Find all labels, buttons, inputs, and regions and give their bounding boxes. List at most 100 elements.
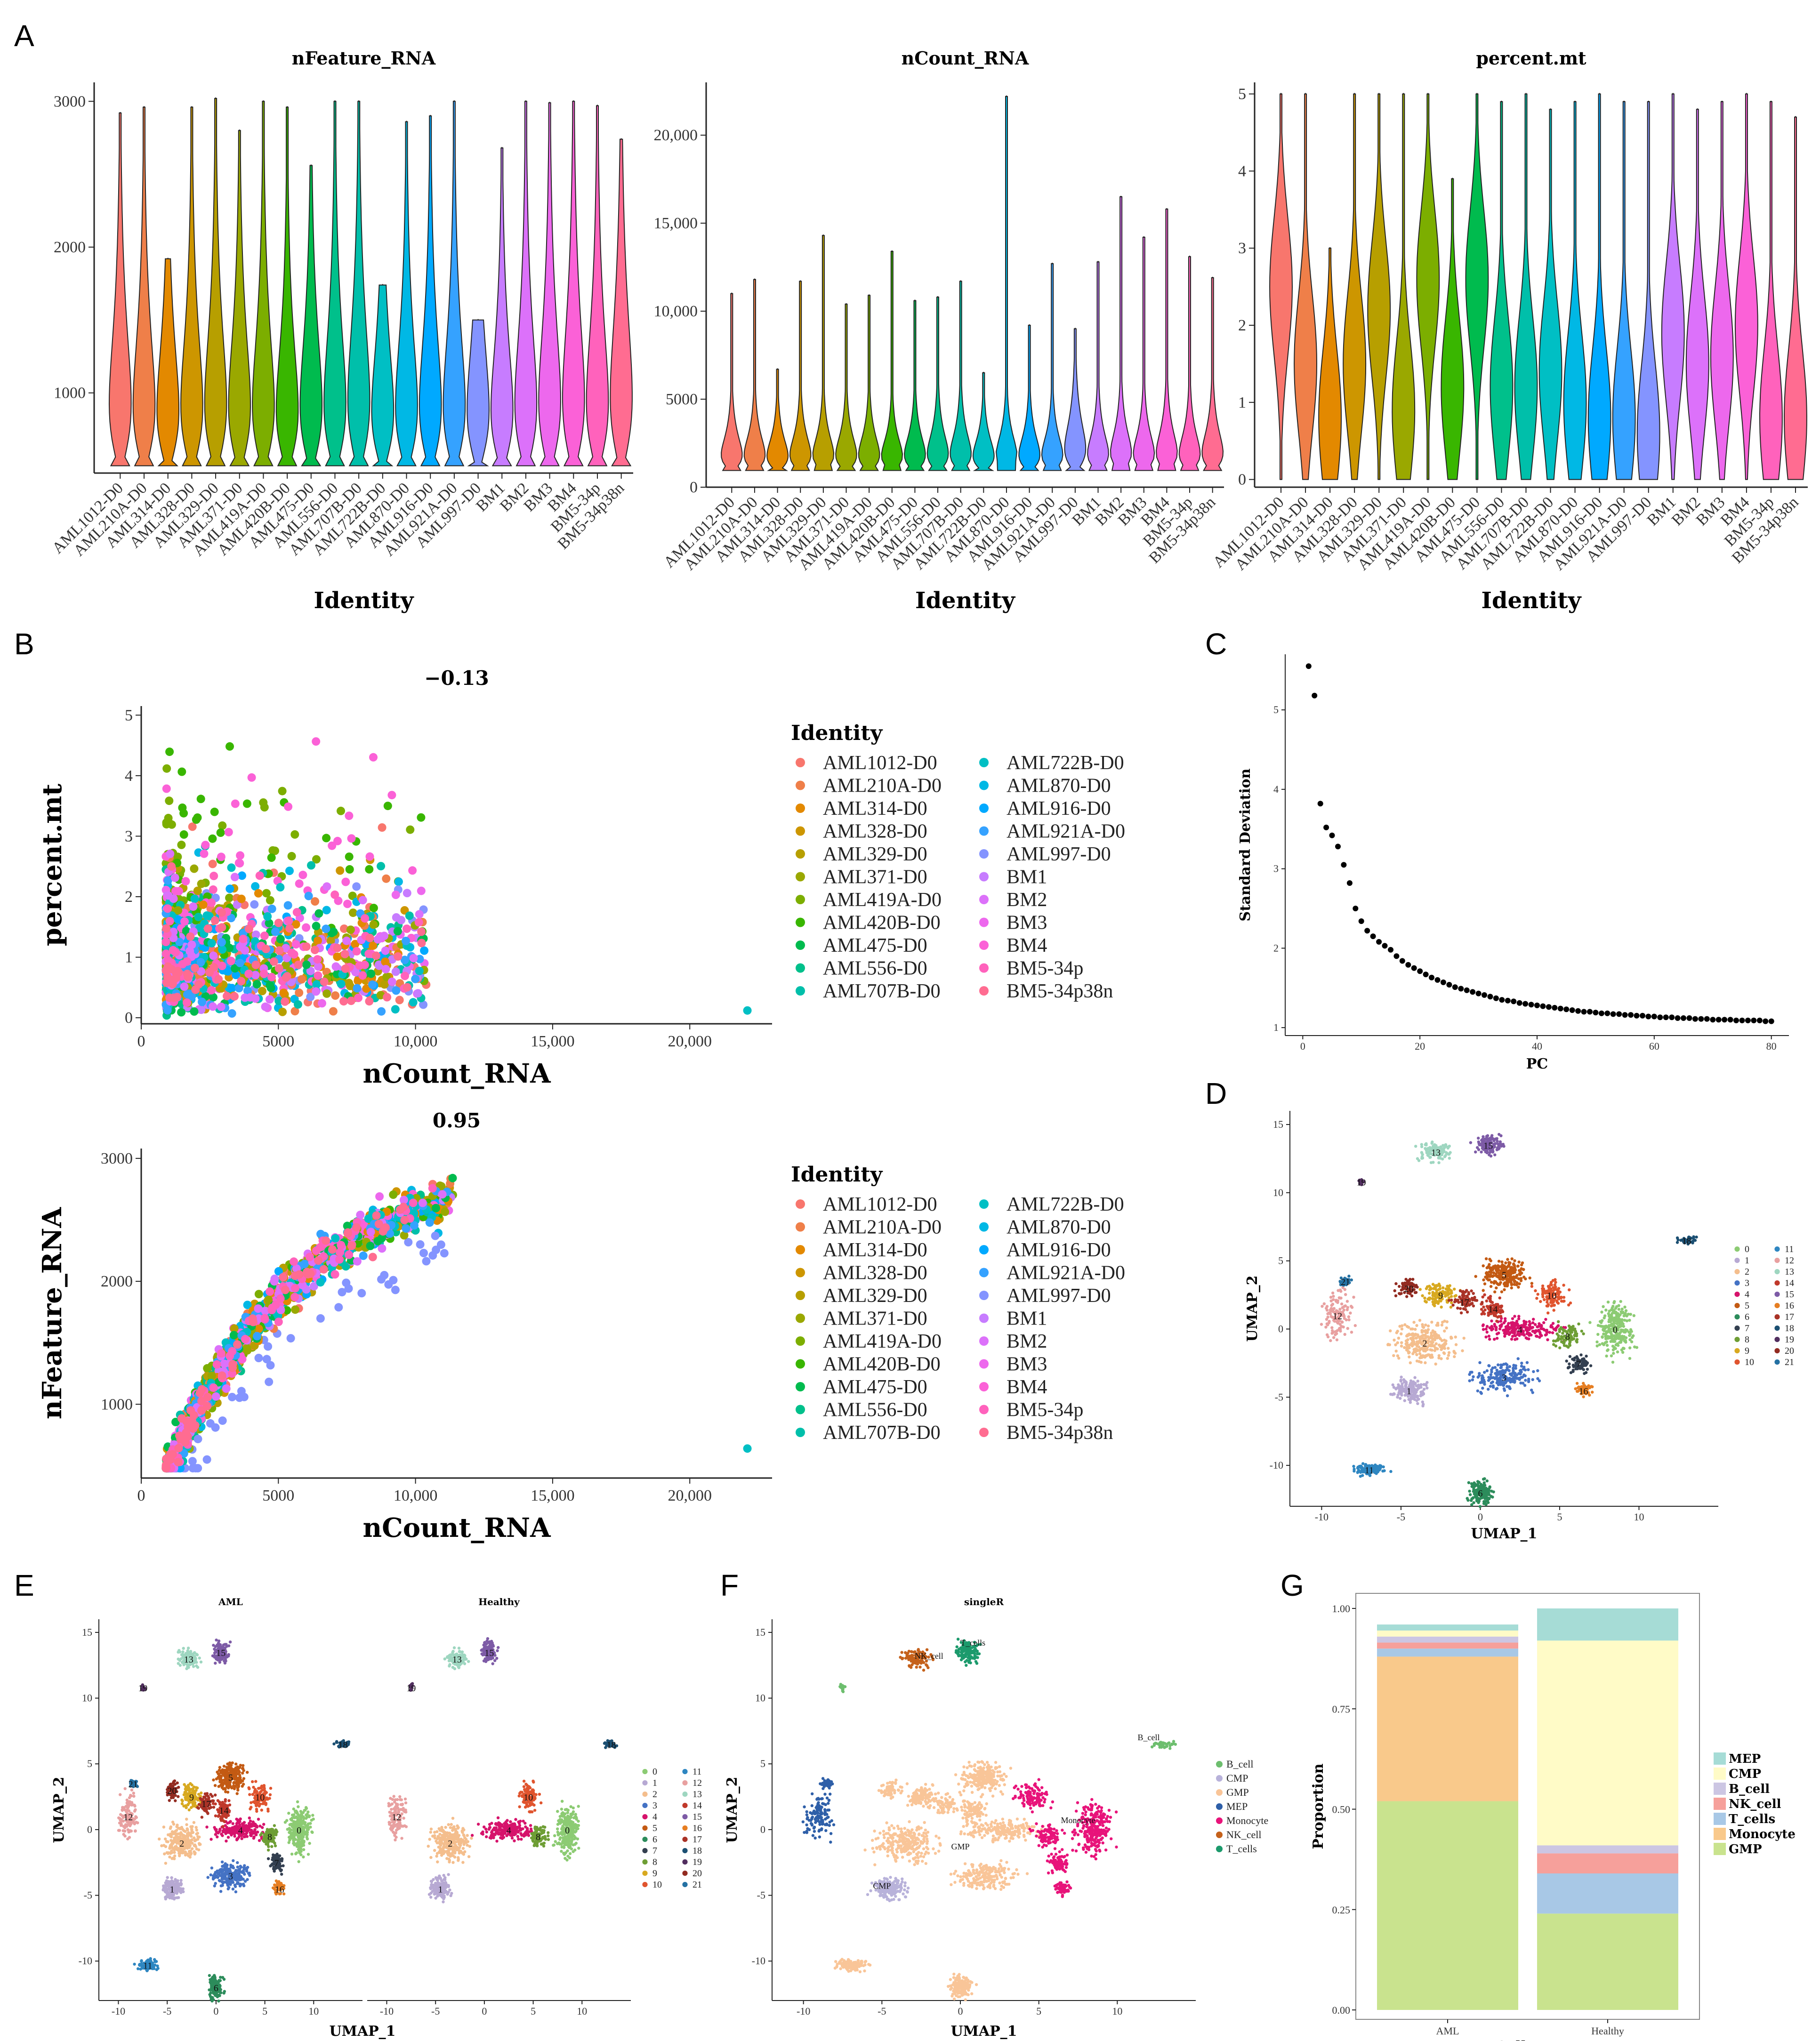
umap-point — [1538, 1330, 1541, 1334]
umap-point — [1524, 1336, 1528, 1340]
umap-point — [1623, 1305, 1627, 1309]
legend-label: BM2 — [1007, 1331, 1047, 1352]
umap-point — [1394, 1350, 1398, 1353]
umap-point — [1489, 1384, 1492, 1388]
elbow-point — [1733, 1017, 1739, 1023]
umap-point — [1407, 1398, 1410, 1401]
scatter-point — [347, 834, 356, 843]
violin-AML371-D0 — [835, 304, 857, 471]
violin-BM2 — [514, 101, 538, 466]
umap-point — [1452, 1350, 1456, 1353]
scatter-point — [318, 999, 326, 1008]
scatter-point — [291, 940, 300, 949]
x-tick-label: -10 — [1315, 1511, 1329, 1523]
umap-point — [1518, 1272, 1521, 1275]
scatter-point — [403, 924, 411, 933]
umap-point — [1604, 1335, 1607, 1338]
umap-point — [1503, 1334, 1506, 1338]
scatter-point — [331, 991, 340, 1000]
umap-point — [1482, 1376, 1485, 1379]
scatter-point — [189, 902, 198, 911]
scatter-point — [333, 943, 342, 952]
scatter-point — [171, 948, 180, 956]
umap-point — [1575, 1332, 1578, 1335]
scatter-point — [274, 918, 283, 927]
umap-point — [1520, 1267, 1523, 1270]
scatter-point — [226, 956, 235, 965]
umap-point — [1472, 1490, 1475, 1493]
umap-point — [1484, 1500, 1488, 1503]
y-tick-label: 5000 — [666, 391, 698, 408]
elbow-point — [1482, 992, 1487, 998]
umap-point — [1589, 1364, 1593, 1367]
umap-point — [1474, 1494, 1478, 1497]
umap-point — [1527, 1380, 1530, 1383]
umap-point — [1497, 1363, 1500, 1366]
legend-swatch — [979, 1199, 989, 1209]
umap-point — [1489, 1285, 1493, 1288]
scatter-point — [271, 927, 280, 936]
umap-point — [1531, 1378, 1534, 1382]
scatter-point — [284, 802, 293, 811]
umap-point — [1466, 1499, 1470, 1502]
scatter-point — [242, 799, 251, 808]
scatter-point — [161, 1464, 170, 1473]
scatter-point — [270, 1277, 279, 1286]
elbow-point — [1358, 918, 1364, 924]
umap-point — [1408, 1350, 1411, 1354]
scatter-point — [431, 1231, 440, 1240]
umap-point — [1522, 1275, 1526, 1279]
violin-BM3 — [1710, 101, 1734, 480]
scatter-point — [260, 1314, 269, 1323]
scatter-point — [187, 1416, 196, 1425]
violin-AML314-D0 — [1318, 248, 1342, 480]
umap-point — [1505, 1363, 1509, 1366]
umap-point — [1411, 1337, 1415, 1341]
scatter-point — [361, 914, 370, 923]
violin-AML475-D0 — [904, 300, 926, 471]
scatter-point — [372, 951, 380, 960]
scatter-point — [218, 1416, 227, 1425]
umap-point — [1414, 1382, 1417, 1385]
umap-point — [1602, 1305, 1605, 1308]
umap-point — [1399, 1397, 1402, 1400]
violin-AML916-D0 — [1587, 93, 1611, 480]
legend-swatch — [796, 804, 805, 813]
violin-BM5-34p — [1759, 101, 1783, 480]
y-tick-label: 4 — [125, 767, 133, 785]
legend-swatch — [979, 872, 989, 882]
elbow-point — [1511, 998, 1517, 1004]
elbow-point — [1616, 1011, 1622, 1017]
umap-point — [1483, 1282, 1487, 1286]
legend-swatch — [979, 1291, 989, 1300]
scatter-point — [381, 964, 390, 973]
legend-swatch — [796, 826, 805, 836]
legend-swatch — [796, 940, 805, 950]
scatter-point — [183, 998, 191, 1007]
umap-point — [1600, 1321, 1603, 1324]
umap-point — [1565, 1359, 1568, 1363]
scatter-point — [228, 1347, 237, 1356]
umap-point — [1596, 1333, 1600, 1336]
umap-point — [1598, 1343, 1602, 1346]
violin-AML870-D0 — [995, 96, 1018, 471]
violin-BM5-34p — [1178, 256, 1201, 471]
scatter-point — [414, 918, 423, 927]
umap-point — [1467, 1481, 1471, 1484]
umap-point — [1612, 1318, 1615, 1322]
scatter-point — [302, 942, 311, 951]
x-tick-label: 0 — [137, 1033, 145, 1050]
scatter-point — [279, 988, 288, 997]
umap-point — [1628, 1357, 1632, 1360]
scatter-point — [188, 822, 197, 831]
elbow-point — [1423, 972, 1429, 978]
scatter-point — [252, 980, 261, 988]
scatter-point — [290, 830, 299, 839]
umap-point — [1488, 1486, 1491, 1489]
umap-point — [1544, 1318, 1547, 1321]
y-tick-label: -5 — [1275, 1391, 1283, 1403]
violin-AML420B-D0 — [275, 106, 299, 466]
umap-point — [1506, 1394, 1509, 1398]
umap-point — [1627, 1330, 1631, 1334]
x-axis-title: nCount_RNA — [362, 1058, 551, 1089]
